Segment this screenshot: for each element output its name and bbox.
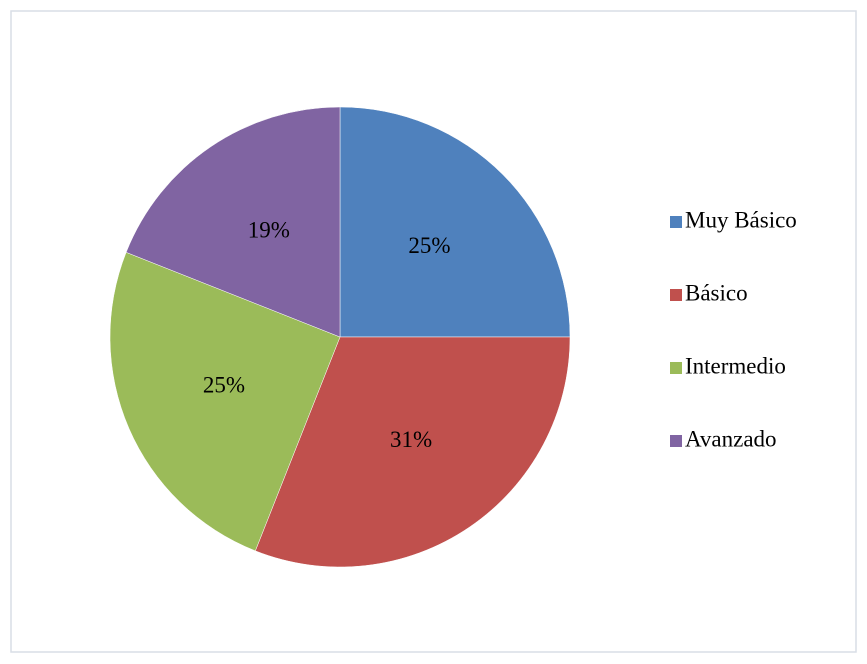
pie-slice [339, 106, 571, 338]
pie-slice [125, 106, 341, 338]
pie-slice [255, 336, 571, 568]
legend-label: Avanzado [685, 426, 777, 451]
legend-marker [670, 435, 682, 447]
data-label: 25% [408, 233, 450, 258]
legend-label: Intermedio [685, 353, 786, 378]
legend-marker [670, 362, 682, 374]
legend-marker [670, 216, 682, 228]
legend-label: Básico [685, 280, 748, 305]
legend-label: Muy Básico [685, 207, 797, 232]
pie-slice [109, 252, 341, 552]
data-label: 31% [390, 427, 432, 452]
data-label: 19% [248, 218, 290, 243]
data-label: 25% [203, 373, 245, 398]
legend-marker [670, 289, 682, 301]
